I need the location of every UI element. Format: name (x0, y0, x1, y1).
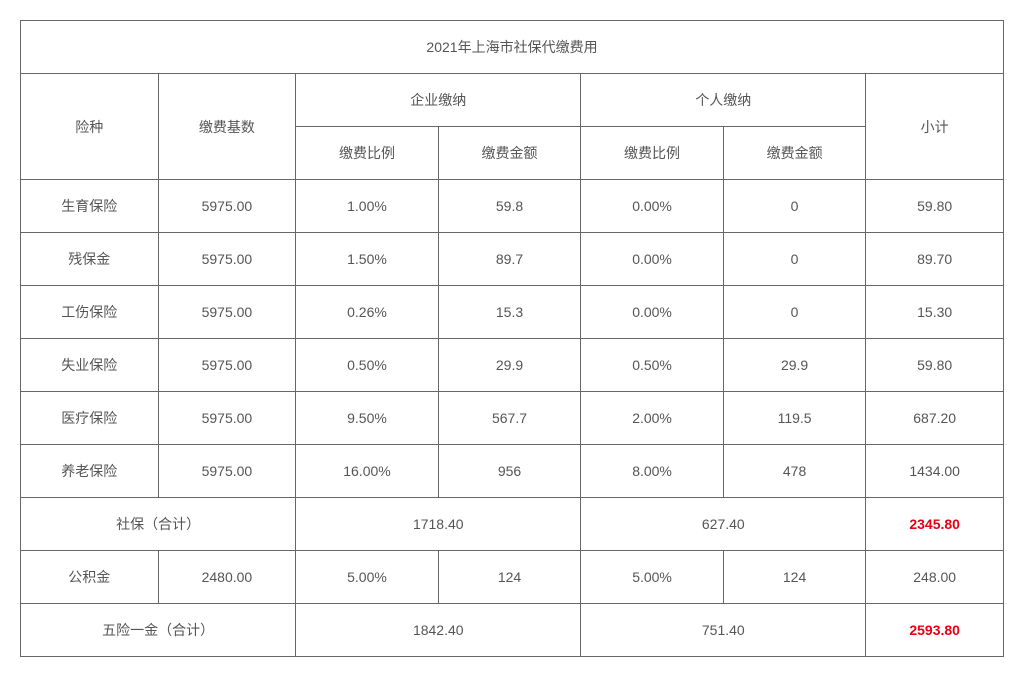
cell-type: 残保金 (21, 233, 159, 286)
gongjijin-base: 2480.00 (158, 551, 296, 604)
cell-c-rate: 0.50% (296, 339, 439, 392)
gongjijin-c-rate: 5.00% (296, 551, 439, 604)
gongjijin-label: 公积金 (21, 551, 159, 604)
cell-p-amount: 0 (723, 286, 866, 339)
wuxian-total-row: 五险一金（合计） 1842.40 751.40 2593.80 (21, 604, 1004, 657)
cell-p-amount: 119.5 (723, 392, 866, 445)
cell-subtotal: 687.20 (866, 392, 1004, 445)
table-title: 2021年上海市社保代缴费用 (21, 21, 1004, 74)
cell-p-rate: 0.50% (581, 339, 724, 392)
social-insurance-table: 2021年上海市社保代缴费用 险种 缴费基数 企业缴纳 个人缴纳 小计 缴费比例… (20, 20, 1004, 657)
cell-c-rate: 0.26% (296, 286, 439, 339)
table-row: 失业保险 5975.00 0.50% 29.9 0.50% 29.9 59.80 (21, 339, 1004, 392)
cell-base: 5975.00 (158, 180, 296, 233)
table-row: 工伤保险 5975.00 0.26% 15.3 0.00% 0 15.30 (21, 286, 1004, 339)
header-company-amount: 缴费金额 (438, 127, 581, 180)
table-row: 医疗保险 5975.00 9.50% 567.7 2.00% 119.5 687… (21, 392, 1004, 445)
cell-base: 5975.00 (158, 233, 296, 286)
wuxian-total-personal: 751.40 (581, 604, 866, 657)
gongjijin-row: 公积金 2480.00 5.00% 124 5.00% 124 248.00 (21, 551, 1004, 604)
title-row: 2021年上海市社保代缴费用 (21, 21, 1004, 74)
cell-c-rate: 1.00% (296, 180, 439, 233)
cell-p-rate: 0.00% (581, 180, 724, 233)
cell-type: 养老保险 (21, 445, 159, 498)
gongjijin-p-rate: 5.00% (581, 551, 724, 604)
header-insurance-type: 险种 (21, 74, 159, 180)
cell-p-rate: 0.00% (581, 286, 724, 339)
cell-p-amount: 29.9 (723, 339, 866, 392)
header-row-1: 险种 缴费基数 企业缴纳 个人缴纳 小计 (21, 74, 1004, 127)
cell-type: 失业保险 (21, 339, 159, 392)
cell-c-amount: 59.8 (438, 180, 581, 233)
cell-subtotal: 59.80 (866, 180, 1004, 233)
cell-c-amount: 89.7 (438, 233, 581, 286)
cell-base: 5975.00 (158, 392, 296, 445)
cell-subtotal: 15.30 (866, 286, 1004, 339)
cell-c-rate: 9.50% (296, 392, 439, 445)
cell-c-amount: 956 (438, 445, 581, 498)
cell-subtotal: 59.80 (866, 339, 1004, 392)
header-personal: 个人缴纳 (581, 74, 866, 127)
header-base: 缴费基数 (158, 74, 296, 180)
cell-c-rate: 16.00% (296, 445, 439, 498)
cell-c-amount: 29.9 (438, 339, 581, 392)
cell-p-amount: 478 (723, 445, 866, 498)
cell-subtotal: 89.70 (866, 233, 1004, 286)
gongjijin-p-amount: 124 (723, 551, 866, 604)
cell-p-amount: 0 (723, 180, 866, 233)
header-subtotal: 小计 (866, 74, 1004, 180)
wuxian-total-company: 1842.40 (296, 604, 581, 657)
cell-p-rate: 2.00% (581, 392, 724, 445)
table-row: 残保金 5975.00 1.50% 89.7 0.00% 0 89.70 (21, 233, 1004, 286)
shebao-total-label: 社保（合计） (21, 498, 296, 551)
data-table: 2021年上海市社保代缴费用 险种 缴费基数 企业缴纳 个人缴纳 小计 缴费比例… (20, 20, 1004, 657)
gongjijin-c-amount: 124 (438, 551, 581, 604)
cell-base: 5975.00 (158, 339, 296, 392)
header-personal-amount: 缴费金额 (723, 127, 866, 180)
shebao-total-subtotal: 2345.80 (866, 498, 1004, 551)
table-row: 养老保险 5975.00 16.00% 956 8.00% 478 1434.0… (21, 445, 1004, 498)
cell-base: 5975.00 (158, 286, 296, 339)
cell-base: 5975.00 (158, 445, 296, 498)
wuxian-total-label: 五险一金（合计） (21, 604, 296, 657)
cell-c-amount: 15.3 (438, 286, 581, 339)
cell-type: 工伤保险 (21, 286, 159, 339)
cell-type: 医疗保险 (21, 392, 159, 445)
header-company-rate: 缴费比例 (296, 127, 439, 180)
cell-c-rate: 1.50% (296, 233, 439, 286)
header-company: 企业缴纳 (296, 74, 581, 127)
table-row: 生育保险 5975.00 1.00% 59.8 0.00% 0 59.80 (21, 180, 1004, 233)
gongjijin-subtotal: 248.00 (866, 551, 1004, 604)
cell-type: 生育保险 (21, 180, 159, 233)
cell-p-rate: 8.00% (581, 445, 724, 498)
cell-subtotal: 1434.00 (866, 445, 1004, 498)
shebao-total-row: 社保（合计） 1718.40 627.40 2345.80 (21, 498, 1004, 551)
cell-p-rate: 0.00% (581, 233, 724, 286)
cell-p-amount: 0 (723, 233, 866, 286)
cell-c-amount: 567.7 (438, 392, 581, 445)
wuxian-total-subtotal: 2593.80 (866, 604, 1004, 657)
shebao-total-company: 1718.40 (296, 498, 581, 551)
shebao-total-personal: 627.40 (581, 498, 866, 551)
header-personal-rate: 缴费比例 (581, 127, 724, 180)
